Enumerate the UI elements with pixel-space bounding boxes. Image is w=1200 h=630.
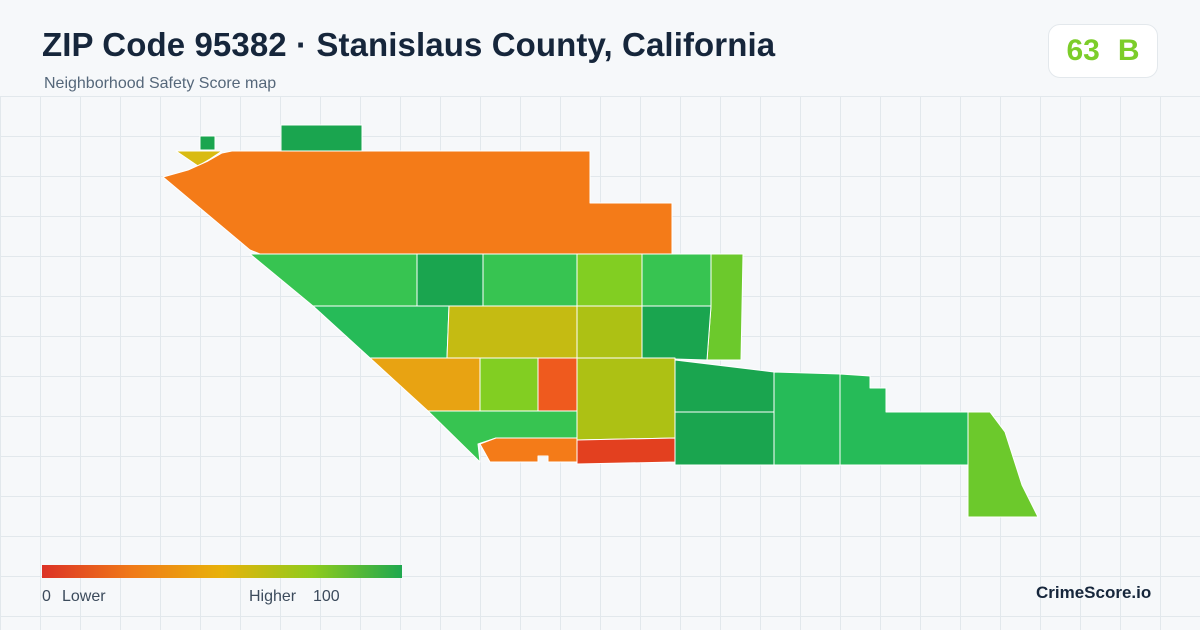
tract-row1-b[interactable] <box>416 253 484 307</box>
tract-row3-g[interactable] <box>839 373 969 466</box>
tract-row2-c[interactable] <box>576 305 643 359</box>
brand-logo-text: CrimeScore.io <box>1036 583 1152 602</box>
legend-low-label: Lower <box>62 588 106 605</box>
tract-row1-e[interactable] <box>641 253 712 307</box>
safety-score-badge: 63 B <box>1048 24 1158 78</box>
tract-row3-c[interactable] <box>537 357 578 412</box>
tract-southeast[interactable] <box>967 411 1039 518</box>
tract-north-rectangle[interactable] <box>280 124 363 152</box>
tract-south-center[interactable] <box>576 437 676 465</box>
tract-row3-f[interactable] <box>773 371 841 466</box>
page-title: ZIP Code 95382 · Stanislaus County, Cali… <box>42 26 776 63</box>
tract-row3-e[interactable] <box>674 359 775 413</box>
tract-north-small-square[interactable] <box>199 135 216 151</box>
tract-east-strip[interactable] <box>706 253 744 361</box>
legend-gradient-bar <box>42 565 402 578</box>
tract-south-west[interactable] <box>479 437 578 463</box>
tract-northwest-sliver[interactable] <box>175 150 223 167</box>
tract-row1-c[interactable] <box>482 253 578 307</box>
header-band <box>0 0 1200 96</box>
tract-row1-west[interactable] <box>249 253 418 307</box>
legend-high-label: Higher <box>249 588 297 605</box>
tract-row3-b[interactable] <box>479 357 539 412</box>
score-value: 63 <box>1066 34 1100 67</box>
page-subtitle: Neighborhood Safety Score map <box>44 75 277 92</box>
legend-max-label: 100 <box>313 588 340 605</box>
tract-row2-b[interactable] <box>446 305 578 359</box>
tract-row3-d[interactable] <box>576 357 676 441</box>
tract-row2-west[interactable] <box>312 305 450 359</box>
tract-row1-d[interactable] <box>576 253 643 307</box>
tract-row4-c[interactable] <box>674 411 775 466</box>
score-grade: B <box>1117 34 1140 67</box>
tract-row2-d[interactable] <box>641 305 712 361</box>
tract-north-large[interactable] <box>162 150 673 255</box>
tract-row3-west[interactable] <box>369 357 481 412</box>
legend-min-label: 0 <box>42 588 51 605</box>
